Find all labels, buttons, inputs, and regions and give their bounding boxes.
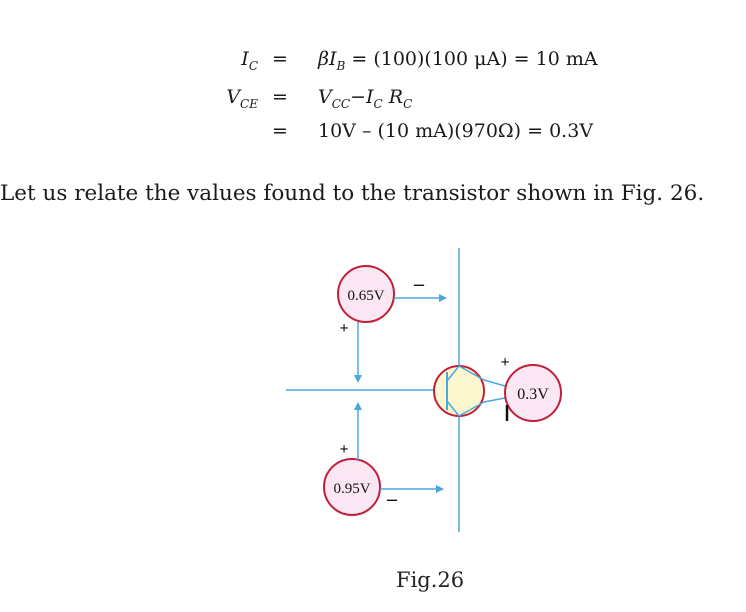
eq1-lhs: IC (241, 48, 258, 73)
eq3-sign: = (272, 120, 288, 142)
vbe-top-bubble (337, 265, 395, 323)
transistor-collector-lead (446, 365, 460, 382)
transistor-emitter-lead (446, 400, 460, 417)
bottom-minus-sign: – (386, 488, 398, 510)
transistor-symbol (433, 365, 485, 417)
figure-caption: Fig.26 (396, 568, 465, 592)
vbe-bottom-bubble (323, 458, 381, 516)
eq2-sign: = (272, 86, 288, 108)
body-paragraph: Let us relate the values found to the tr… (0, 181, 705, 206)
bottom-plus-sign: + (339, 441, 348, 458)
eq2-lhs: VCE (226, 86, 258, 111)
top-plus-sign: + (339, 320, 348, 337)
vbe-bottom-label: 0.95V (333, 481, 370, 497)
vce-connector-lower (483, 397, 506, 403)
eq1-rhs: βIB = (100)(100 μA) = 10 mA (318, 48, 598, 73)
transistor-right-lower (458, 401, 485, 417)
vce-bubble (504, 364, 562, 422)
eq2-rhs: VCC−IC RC (318, 86, 413, 111)
vce-connector-upper (483, 379, 506, 387)
vbe-top-label: 0.65V (347, 288, 384, 304)
vce-label: 0.3V (517, 386, 549, 403)
eq1-sign: = (272, 48, 288, 70)
transistor-right-upper (458, 365, 485, 381)
eq3-rhs: 10V – (10 mA)(970Ω) = 0.3V (318, 120, 594, 142)
top-minus-sign: – (413, 273, 425, 295)
right-plus-sign: + (500, 354, 509, 371)
